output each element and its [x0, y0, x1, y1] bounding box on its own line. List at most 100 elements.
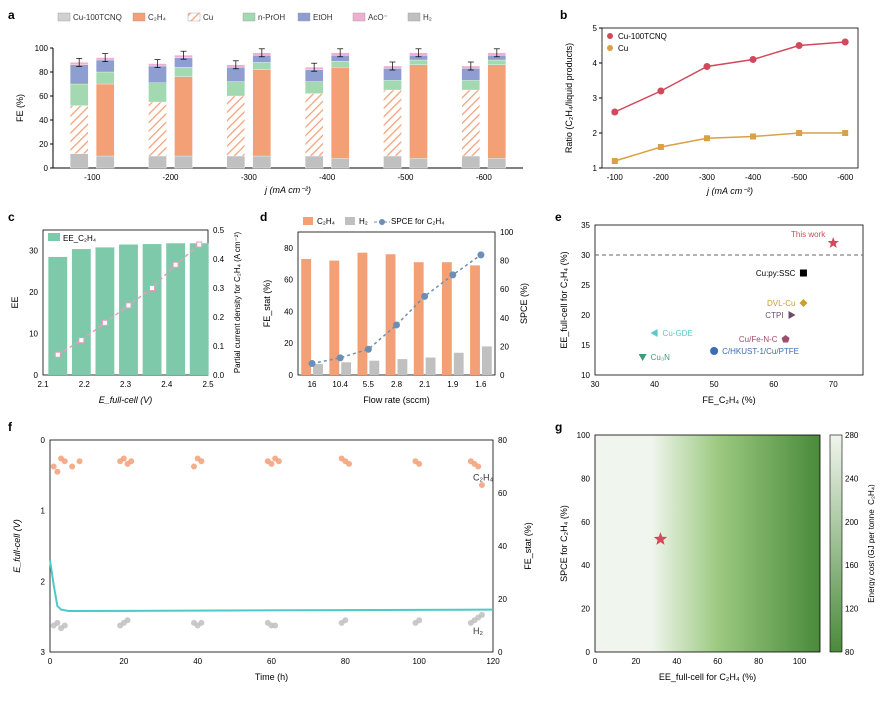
svg-text:100: 100: [500, 228, 514, 237]
svg-text:25: 25: [581, 281, 590, 290]
svg-text:2.1: 2.1: [419, 380, 431, 389]
svg-text:2.5: 2.5: [202, 380, 214, 389]
svg-text:j (mA cm⁻²): j (mA cm⁻²): [706, 186, 753, 196]
svg-text:60: 60: [713, 657, 722, 666]
svg-text:40: 40: [39, 116, 48, 125]
svg-text:40: 40: [672, 657, 681, 666]
svg-text:2.8: 2.8: [391, 380, 403, 389]
svg-text:60: 60: [769, 380, 778, 389]
svg-text:20: 20: [581, 605, 590, 614]
panel-b-chart: 12345-100-200-300-400-500-600Ratio (C₂H₄…: [560, 8, 870, 203]
svg-text:-200: -200: [162, 173, 179, 182]
svg-text:0.2: 0.2: [213, 313, 225, 322]
svg-text:EE_C₂H₄: EE_C₂H₄: [63, 234, 96, 243]
svg-text:60: 60: [500, 285, 509, 294]
svg-text:Partial current density for C₂: Partial current density for C₂H₄ (A cm⁻²…: [233, 232, 242, 374]
svg-text:4: 4: [593, 59, 598, 68]
svg-text:-500: -500: [791, 173, 808, 182]
svg-text:80: 80: [284, 244, 293, 253]
svg-text:EE_full-cell for C₂H₄ (%): EE_full-cell for C₂H₄ (%): [659, 672, 756, 682]
svg-text:0: 0: [34, 371, 39, 380]
svg-text:1.6: 1.6: [475, 380, 487, 389]
svg-text:Cu/Fe-N-C: Cu/Fe-N-C: [739, 335, 778, 344]
svg-text:FE (%): FE (%): [15, 94, 25, 122]
svg-text:80: 80: [581, 474, 590, 483]
svg-text:-400: -400: [745, 173, 762, 182]
svg-text:C₂H₄: C₂H₄: [148, 13, 166, 22]
svg-text:EtOH: EtOH: [313, 13, 333, 22]
svg-text:-200: -200: [653, 173, 670, 182]
svg-text:20: 20: [29, 288, 38, 297]
svg-text:80: 80: [500, 257, 509, 266]
svg-text:100: 100: [577, 431, 591, 440]
svg-text:-300: -300: [241, 173, 258, 182]
svg-text:30: 30: [29, 247, 38, 256]
svg-text:20: 20: [500, 342, 509, 351]
svg-text:0.4: 0.4: [213, 255, 225, 264]
svg-text:-100: -100: [607, 173, 624, 182]
svg-text:20: 20: [498, 595, 507, 604]
svg-text:Ratio (C₂H₄/liquid products): Ratio (C₂H₄/liquid products): [564, 43, 574, 153]
panel-a-label: a: [8, 8, 15, 22]
panel-c-chart: 01020300.00.10.20.30.40.52.12.22.32.42.5…: [8, 210, 248, 410]
svg-text:H₂: H₂: [473, 626, 483, 636]
svg-text:10: 10: [581, 371, 590, 380]
svg-text:CTPI: CTPI: [765, 311, 783, 320]
panel-a-chart: Cu-100TCNQC₂H₄Cun-PrOHEtOHAcO⁻H₂02040608…: [8, 8, 538, 203]
svg-text:40: 40: [581, 561, 590, 570]
svg-text:100: 100: [412, 657, 426, 666]
svg-text:40: 40: [650, 380, 659, 389]
svg-text:0: 0: [44, 164, 49, 173]
svg-text:0.3: 0.3: [213, 284, 225, 293]
svg-text:3: 3: [41, 648, 46, 657]
panel-g-label: g: [555, 420, 562, 434]
svg-text:100: 100: [793, 657, 807, 666]
svg-text:60: 60: [581, 518, 590, 527]
svg-text:40: 40: [193, 657, 202, 666]
panel-a: a Cu-100TCNQC₂H₄Cun-PrOHEtOHAcO⁻H₂020406…: [8, 8, 538, 203]
svg-text:-300: -300: [699, 173, 716, 182]
panel-g: g 020406080100020406080100SPCE for C₂H₄ …: [555, 420, 875, 690]
svg-text:0.0: 0.0: [213, 371, 225, 380]
svg-text:40: 40: [284, 307, 293, 316]
svg-text:DVL-Cu: DVL-Cu: [767, 299, 795, 308]
svg-text:2.2: 2.2: [79, 380, 91, 389]
svg-text:E_full-cell (V): E_full-cell (V): [99, 395, 153, 405]
panel-d: d 0204060800204060801001610.45.52.82.11.…: [260, 210, 535, 410]
svg-text:50: 50: [710, 380, 719, 389]
svg-text:-100: -100: [84, 173, 101, 182]
svg-text:FE_stat (%): FE_stat (%): [523, 522, 533, 570]
svg-text:0.1: 0.1: [213, 342, 225, 351]
svg-text:60: 60: [267, 657, 276, 666]
svg-text:H₂: H₂: [423, 13, 432, 22]
panel-f: f 0204060801001200123020406080E_full-cel…: [8, 420, 538, 690]
svg-text:0: 0: [498, 648, 503, 657]
svg-text:C₂H₄: C₂H₄: [317, 217, 335, 226]
svg-text:0: 0: [593, 657, 598, 666]
svg-text:Energy cost (GJ per tonne_C₂H₄: Energy cost (GJ per tonne_C₂H₄): [867, 484, 875, 603]
panel-d-chart: 0204060800204060801001610.45.52.82.11.91…: [260, 210, 535, 410]
svg-text:20: 20: [119, 657, 128, 666]
panel-f-chart: 0204060801001200123020406080E_full-cell …: [8, 420, 538, 690]
svg-text:80: 80: [341, 657, 350, 666]
svg-text:This work: This work: [791, 230, 826, 239]
svg-text:70: 70: [829, 380, 838, 389]
panel-g-chart: 020406080100020406080100SPCE for C₂H₄ (%…: [555, 420, 875, 690]
svg-text:FE_C₂H₄ (%): FE_C₂H₄ (%): [702, 395, 755, 405]
svg-text:Cu: Cu: [203, 13, 213, 22]
svg-text:FE_stat (%): FE_stat (%): [262, 280, 272, 328]
panel-b: b 12345-100-200-300-400-500-600Ratio (C₂…: [560, 8, 870, 203]
svg-text:60: 60: [284, 276, 293, 285]
svg-text:20: 20: [284, 339, 293, 348]
svg-text:-500: -500: [397, 173, 414, 182]
svg-text:16: 16: [308, 380, 317, 389]
svg-text:2.3: 2.3: [120, 380, 132, 389]
svg-text:0: 0: [500, 371, 505, 380]
svg-text:80: 80: [498, 436, 507, 445]
svg-text:280: 280: [845, 431, 859, 440]
panel-c: c 01020300.00.10.20.30.40.52.12.22.32.42…: [8, 210, 248, 410]
svg-text:2: 2: [41, 577, 46, 586]
svg-text:E_full-cell (V): E_full-cell (V): [12, 519, 22, 573]
svg-text:Cu: Cu: [618, 44, 628, 53]
panel-e: e 3040506070101520253035EE_full-cell for…: [555, 210, 875, 410]
